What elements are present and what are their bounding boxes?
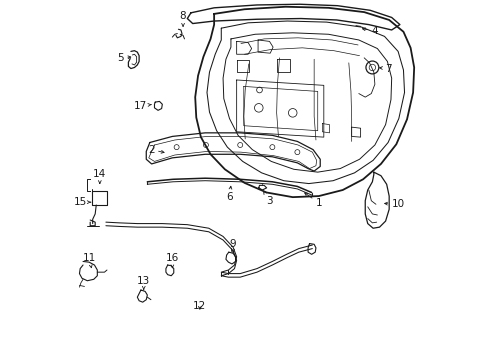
Text: 13: 13 xyxy=(137,276,150,290)
Text: 16: 16 xyxy=(165,253,179,268)
Text: 3: 3 xyxy=(263,192,273,206)
Text: 11: 11 xyxy=(82,253,96,268)
Text: 4: 4 xyxy=(362,26,377,36)
Text: 14: 14 xyxy=(93,168,106,183)
Text: 10: 10 xyxy=(384,199,404,209)
Text: 9: 9 xyxy=(229,239,236,253)
Text: 6: 6 xyxy=(226,186,232,202)
Text: 17: 17 xyxy=(134,101,151,111)
Text: 8: 8 xyxy=(180,12,186,26)
Text: 1: 1 xyxy=(304,193,322,208)
Text: 5: 5 xyxy=(117,53,130,63)
Text: 15: 15 xyxy=(73,197,91,207)
Text: 2: 2 xyxy=(147,145,164,155)
Text: 12: 12 xyxy=(193,301,206,311)
Text: 7: 7 xyxy=(379,64,391,73)
